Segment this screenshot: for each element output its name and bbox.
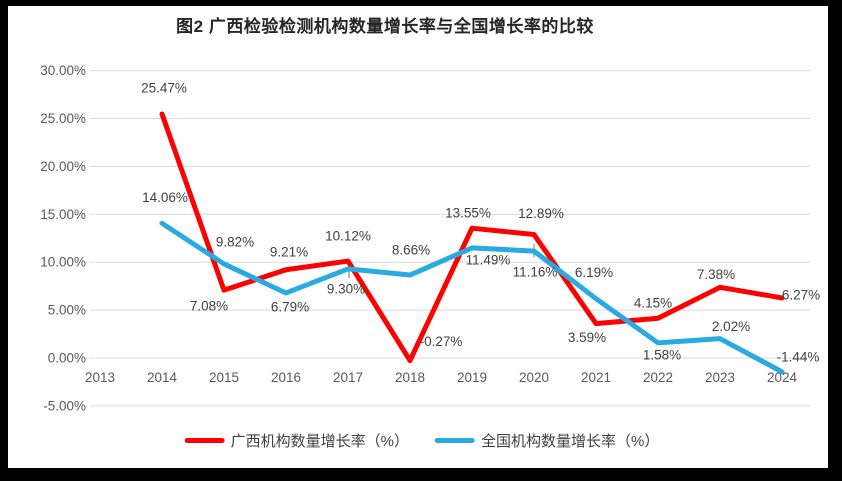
national-data-label: 6.79% — [271, 299, 309, 314]
guangxi-data-label: -0.27% — [420, 334, 463, 349]
x-axis-tick-label: 2021 — [581, 370, 611, 385]
legend-label-guangxi: 广西机构数量增长率（%） — [230, 433, 409, 450]
national-data-label: 8.66% — [392, 243, 430, 258]
y-axis-tick-label: 30.00% — [40, 63, 86, 78]
y-axis-tick-label: 0.00% — [48, 351, 86, 366]
guangxi-data-label: 13.55% — [445, 206, 491, 221]
x-axis-tick-label: 2018 — [395, 370, 425, 385]
chart-title: 图2 广西检验检测机构数量增长率与全国增长率的比较 — [176, 17, 594, 36]
legend: 广西机构数量增长率（%） 全国机构数量增长率（%） — [184, 430, 659, 451]
guangxi-line-swatch — [184, 438, 225, 443]
x-axis-tick-label: 2022 — [643, 370, 673, 385]
y-axis-tick-label: 15.00% — [40, 207, 86, 222]
national-data-label: 9.82% — [216, 234, 254, 249]
guangxi-data-label: 4.15% — [634, 296, 672, 311]
x-axis-tick-label: 2020 — [519, 370, 549, 385]
national-data-label: 11.49% — [466, 252, 511, 267]
y-axis-tick-label: 10.00% — [40, 255, 86, 270]
y-axis-tick-label: -5.00% — [43, 398, 86, 413]
national-series-line — [159, 220, 785, 375]
chart-canvas — [8, 6, 828, 468]
guangxi-series-line — [159, 111, 785, 364]
guangxi-data-label: 10.12% — [325, 229, 371, 244]
national-data-label: 11.16% — [513, 265, 558, 280]
national-line-swatch — [435, 438, 475, 443]
national-data-label: 6.19% — [575, 265, 613, 280]
x-axis-tick-label: 2015 — [209, 370, 239, 385]
y-axis-tick-label: 5.00% — [48, 303, 86, 318]
x-axis-tick-label: 2014 — [147, 370, 178, 385]
national-data-label: -1.44% — [777, 349, 820, 364]
national-data-label: 1.58% — [643, 347, 681, 362]
x-axis-tick-label: 2024 — [767, 370, 798, 385]
guangxi-data-label: 6.27% — [782, 287, 820, 302]
x-axis-tick-label: 2017 — [333, 370, 363, 385]
national-data-label: 14.06% — [142, 190, 188, 205]
guangxi-data-label: 12.89% — [518, 206, 564, 221]
x-axis-tick-label: 2016 — [271, 370, 301, 385]
guangxi-data-label: 9.21% — [270, 244, 308, 259]
x-axis-tick-label: 2023 — [705, 370, 735, 385]
guangxi-data-label: 7.08% — [190, 299, 228, 314]
guangxi-data-label: 7.38% — [697, 267, 735, 282]
guangxi-data-label: 3.59% — [568, 330, 606, 345]
legend-label-national: 全国机构数量增长率（%） — [481, 433, 660, 450]
national-data-label: 2.02% — [712, 319, 750, 334]
legend-item-guangxi: 广西机构数量增长率（%） — [184, 430, 409, 451]
x-axis-tick-label: 2013 — [85, 370, 115, 385]
legend-item-national: 全国机构数量增长率（%） — [435, 430, 659, 451]
y-axis-tick-label: 20.00% — [40, 159, 86, 174]
y-axis-tick-label: 25.00% — [40, 111, 86, 126]
national-data-label: 9.30% — [327, 281, 365, 296]
guangxi-data-label: 25.47% — [141, 80, 187, 95]
x-axis-tick-label: 2019 — [457, 370, 487, 385]
